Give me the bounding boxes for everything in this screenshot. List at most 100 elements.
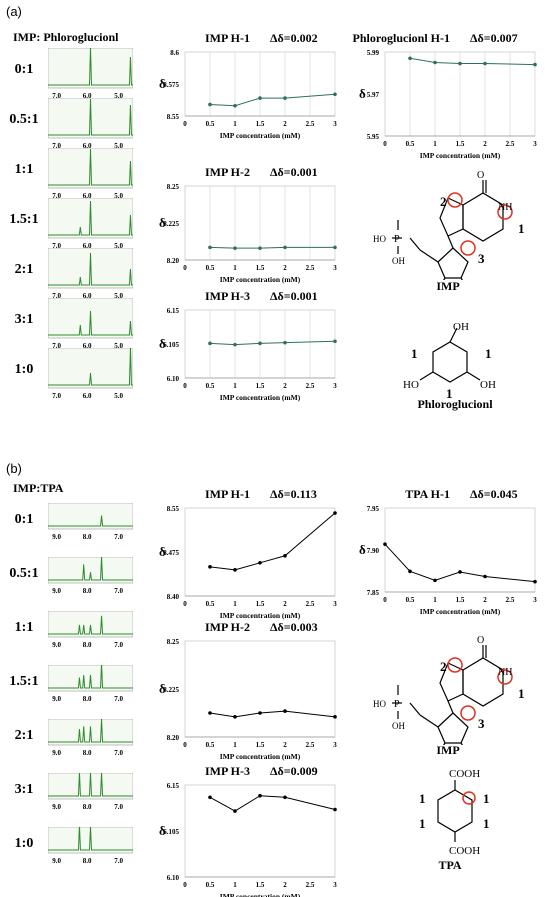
spectrum-tick-label: 9.0 [52,857,61,865]
plot-delta-annotation: Δδ=0.007 [470,31,518,45]
x-axis-label: IMP concentration (mM) [420,151,501,160]
imp-structure-b: O NH P HO OH OH OH 2 1 3 [373,635,525,745]
spectrum-tick-label: 7.0 [114,587,123,595]
panel-a-nmr-spectrum: 7.0 6.0 5.0 [48,348,133,400]
x-tick-label: 1 [233,881,237,889]
spectrum-tick-label: 8.0 [83,695,92,703]
data-point [333,511,337,515]
spectrum-tick-label: 7.0 [52,92,61,100]
data-point [483,574,487,579]
x-tick-label: 0.5 [206,382,215,390]
spectrum-tick-label: 5.0 [114,192,123,200]
y-tick-label: 8.25 [167,638,180,646]
x-tick-label: 3 [333,120,337,128]
panel-b-nmr-spectrum: 9.0 8.0 7.0 [48,611,133,649]
tpa-label: TPA [438,858,462,872]
panel-a-header: IMP: Phloroglucionl [13,30,119,44]
spectrum-tick-label: 7.0 [52,392,61,400]
data-point [283,340,287,345]
x-tick-label: 0.5 [206,881,215,889]
x-tick-label: 0.5 [206,600,215,608]
plot-delta-annotation: Δδ=0.113 [270,487,317,501]
x-tick-label: 2.5 [506,596,515,604]
spectrum-tick-label: 8.0 [83,803,92,811]
x-tick-label: 1 [233,741,237,749]
spectrum-tick-label: 7.0 [114,641,123,649]
imp-h3-number: 3 [478,251,485,266]
data-point [258,341,262,346]
panel-a-nmr-spectrum: 7.0 6.0 5.0 [48,198,133,250]
x-tick-label: 1 [233,382,237,390]
data-point [333,92,337,97]
imp-nh-label: NH [498,202,512,213]
spectrum-tick-label: 9.0 [52,749,61,757]
spectrum-tick-label: 9.0 [52,533,61,541]
x-tick-label: 2 [283,741,287,749]
data-point [233,715,237,719]
spectrum-tick-label: 6.0 [83,392,92,400]
imp-b-h3-number: 3 [478,716,485,731]
data-point [283,96,287,100]
panel-a-nmr-spectrum: 7.0 6.0 5.0 [48,98,133,150]
x-axis-label: IMP concentration (mM) [420,607,501,616]
data-point [208,711,212,715]
y-tick-label: 8.475 [163,549,179,557]
spectrum-tick-label: 6.0 [83,142,92,150]
data-point [433,60,437,65]
spectrum-tick-label: 7.0 [114,803,123,811]
data-point [383,542,387,546]
panel-a-plots: IMP H-1 Δδ=0.002 0 0.5 1 1.5 2 2.5 3 8.6 8.575 8.55… [159,31,537,402]
x-tick-label: 0 [183,741,187,749]
panel-b-nmr-spectrum: 9.0 8.0 7.0 [48,557,133,595]
y-axis-label: δ [359,542,366,557]
panel-b-nmr-spectrum: 9.0 8.0 7.0 [48,827,133,865]
x-tick-label: 2 [283,382,287,390]
imp-ho-label: HO [373,234,386,244]
data-point [283,795,287,800]
panel-a-ratio-label: 1:1 [14,162,34,177]
data-point [233,809,237,813]
imp-h1-number: 1 [518,221,525,236]
y-tick-label: 6.105 [163,828,179,836]
data-point [208,341,212,346]
x-tick-label: 0.5 [206,120,215,128]
data-point [333,715,337,719]
imp-oh-label-p: OH [392,256,405,266]
data-point [533,579,537,584]
x-tick-label: 1.5 [256,881,265,889]
imp-b-o-label: O [477,635,484,646]
panel-a-nmr-spectrum: 7.0 6.0 5.0 [48,298,133,350]
x-tick-label: 3 [333,741,337,749]
spectrum-tick-label: 5.0 [114,342,123,350]
data-point [208,795,212,800]
x-tick-label: 0.5 [206,264,215,272]
y-tick-label: 5.97 [367,91,380,99]
y-tick-label: 6.10 [167,375,180,383]
x-tick-label: 1.5 [456,140,465,148]
data-point [258,561,262,565]
plot-delta-annotation: Δδ=0.001 [270,289,318,303]
line-plot: IMP H-2 Δδ=0.003 0 0.5 1 1.5 2 2.5 3 8.25 8.225 8.2… [159,620,337,761]
data-point [258,711,262,715]
plot-title: IMP H-3 [205,289,250,303]
y-tick-label: 7.95 [367,505,380,513]
y-tick-label: 7.85 [367,589,380,597]
imp-label-a: IMP [436,279,460,293]
tpa-h-number-br: 1 [483,816,490,831]
x-tick-label: 1.5 [256,600,265,608]
x-tick-label: 0 [183,600,187,608]
y-axis-label: δ [159,76,166,91]
x-tick-label: 2 [283,120,287,128]
panel-b-nmr-spectrum: 9.0 8.0 7.0 [48,665,133,703]
x-tick-label: 2.5 [306,881,315,889]
phlor-oh-right: OH [480,379,496,391]
y-tick-label: 8.25 [167,183,180,191]
y-tick-label: 8.55 [167,505,180,513]
x-tick-label: 1.5 [256,382,265,390]
data-point [433,578,437,583]
imp-b-p-label: P [394,699,400,710]
line-plot: TPA H-1 Δδ=0.045 0 0.5 1 1.5 2 2.5 3 7.95 7.90 7.85… [359,487,537,616]
data-point [208,565,212,569]
data-point [283,709,287,713]
spectrum-tick-label: 7.0 [52,242,61,250]
